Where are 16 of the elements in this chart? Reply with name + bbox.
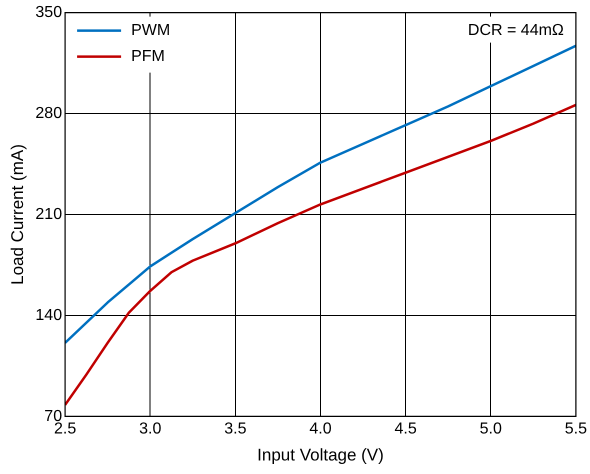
legend-label: PWM bbox=[131, 22, 170, 40]
y-axis-title: Load Current (mA) bbox=[8, 144, 27, 285]
x-tick-label: 2.5 bbox=[54, 420, 76, 438]
x-tick-label: 4.0 bbox=[309, 420, 332, 438]
y-tick-label: 140 bbox=[35, 306, 62, 324]
y-tick-label: 210 bbox=[35, 206, 62, 223]
x-tick-label: 5.5 bbox=[564, 420, 588, 438]
x-axis-title: Input Voltage (V) bbox=[257, 445, 384, 464]
y-tick-label: 350 bbox=[35, 4, 62, 22]
legend-label: PFM bbox=[131, 48, 165, 66]
x-tick-label: 3.5 bbox=[224, 420, 247, 438]
x-tick-label: 5.0 bbox=[480, 420, 502, 438]
annotation: DCR = 44mΩ bbox=[468, 22, 564, 40]
x-tick-label: 3.0 bbox=[139, 420, 162, 438]
y-tick-label: 280 bbox=[35, 104, 62, 122]
x-tick-label: 4.5 bbox=[394, 420, 417, 438]
